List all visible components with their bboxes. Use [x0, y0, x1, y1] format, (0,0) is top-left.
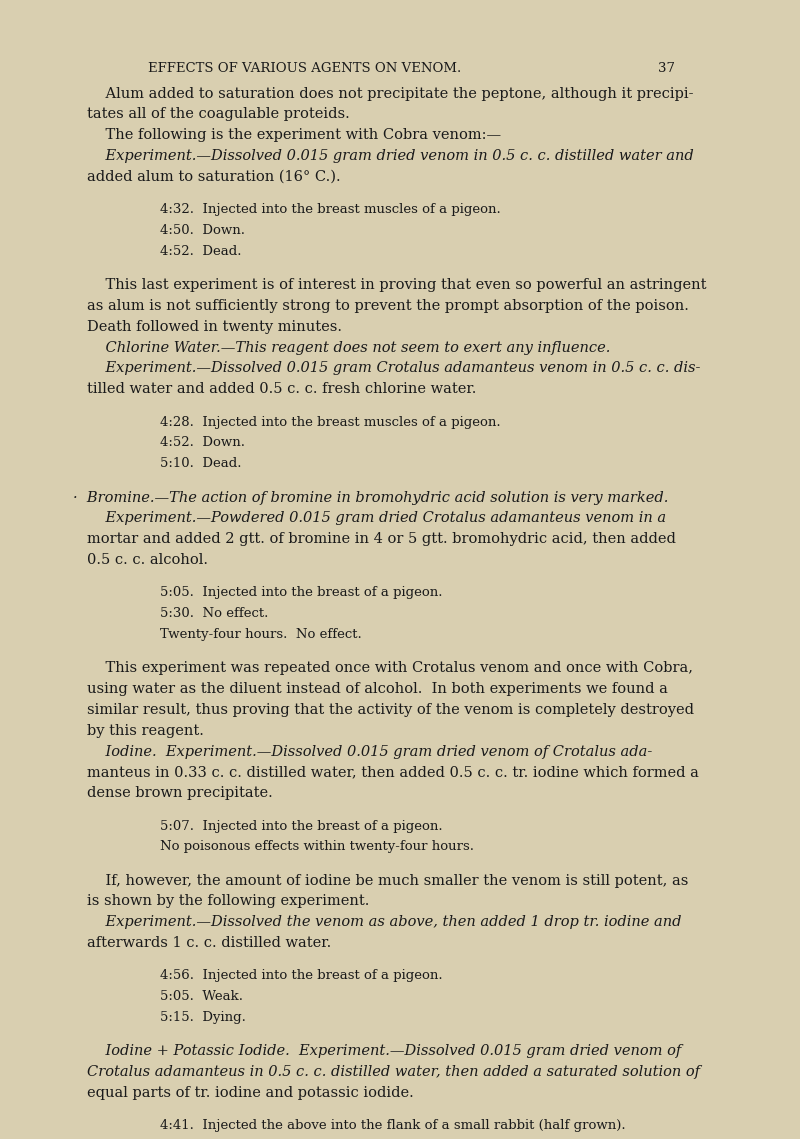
Text: is shown by the following experiment.: is shown by the following experiment. — [87, 894, 370, 909]
Text: similar result, thus proving that the activity of the venom is completely destro: similar result, thus proving that the ac… — [87, 703, 694, 716]
Text: equal parts of tr. iodine and potassic iodide.: equal parts of tr. iodine and potassic i… — [87, 1087, 414, 1100]
Text: 5:10.  Dead.: 5:10. Dead. — [160, 457, 242, 470]
Text: Experiment.—Dissolved 0.015 gram Crotalus adamanteus venom in 0.5 c. c. dis-: Experiment.—Dissolved 0.015 gram Crotalu… — [87, 361, 701, 376]
Text: tates all of the coagulable proteids.: tates all of the coagulable proteids. — [87, 107, 350, 122]
Text: Chlorine Water.—This reagent does not seem to exert any influence.: Chlorine Water.—This reagent does not se… — [87, 341, 610, 354]
Text: Iodine.  Experiment.—Dissolved 0.015 gram dried venom of Crotalus ada-: Iodine. Experiment.—Dissolved 0.015 gram… — [87, 745, 653, 759]
Text: Alum added to saturation does not precipitate the peptone, although it precipi-: Alum added to saturation does not precip… — [87, 87, 694, 100]
Text: 4:32.  Injected into the breast muscles of a pigeon.: 4:32. Injected into the breast muscles o… — [160, 203, 501, 216]
Text: as alum is not sufficiently strong to prevent the prompt absorption of the poiso: as alum is not sufficiently strong to pr… — [87, 298, 689, 313]
Text: 4:50.  Down.: 4:50. Down. — [160, 224, 245, 237]
Text: 0.5 c. c. alcohol.: 0.5 c. c. alcohol. — [87, 552, 208, 567]
Text: Experiment.—Dissolved 0.015 gram dried venom in 0.5 c. c. distilled water and: Experiment.—Dissolved 0.015 gram dried v… — [87, 149, 694, 163]
Text: If, however, the amount of iodine be much smaller the venom is still potent, as: If, however, the amount of iodine be muc… — [87, 874, 689, 887]
Text: tilled water and added 0.5 c. c. fresh chlorine water.: tilled water and added 0.5 c. c. fresh c… — [87, 383, 477, 396]
Text: 4:28.  Injected into the breast muscles of a pigeon.: 4:28. Injected into the breast muscles o… — [160, 416, 500, 428]
Text: mortar and added 2 gtt. of bromine in 4 or 5 gtt. bromohydric acid, then added: mortar and added 2 gtt. of bromine in 4 … — [87, 532, 676, 547]
Text: 5:15.  Dying.: 5:15. Dying. — [160, 1011, 246, 1024]
Text: by this reagent.: by this reagent. — [87, 723, 204, 738]
Text: using water as the diluent instead of alcohol.  In both experiments we found a: using water as the diluent instead of al… — [87, 682, 668, 696]
Text: Twenty-four hours.  No effect.: Twenty-four hours. No effect. — [160, 628, 362, 641]
Text: 4:41.  Injected the above into the flank of a small rabbit (half grown).: 4:41. Injected the above into the flank … — [160, 1120, 626, 1132]
Text: Experiment.—Dissolved the venom as above, then added 1 drop tr. iodine and: Experiment.—Dissolved the venom as above… — [87, 916, 682, 929]
Text: 5:05.  Injected into the breast of a pigeon.: 5:05. Injected into the breast of a pige… — [160, 587, 442, 599]
Text: 5:05.  Weak.: 5:05. Weak. — [160, 990, 242, 1003]
Text: 5:30.  No effect.: 5:30. No effect. — [160, 607, 268, 620]
Text: This last experiment is of interest in proving that even so powerful an astringe: This last experiment is of interest in p… — [87, 278, 706, 292]
Text: 4:56.  Injected into the breast of a pigeon.: 4:56. Injected into the breast of a pige… — [160, 969, 442, 983]
Text: Death followed in twenty minutes.: Death followed in twenty minutes. — [87, 320, 342, 334]
Text: Crotalus adamanteus in 0.5 c. c. distilled water, then added a saturated solutio: Crotalus adamanteus in 0.5 c. c. distill… — [87, 1065, 700, 1080]
Text: afterwards 1 c. c. distilled water.: afterwards 1 c. c. distilled water. — [87, 936, 331, 950]
Text: 37: 37 — [658, 62, 675, 74]
Text: This experiment was repeated once with Crotalus venom and once with Cobra,: This experiment was repeated once with C… — [87, 662, 693, 675]
Text: No poisonous effects within twenty-four hours.: No poisonous effects within twenty-four … — [160, 841, 474, 853]
Text: Iodine + Potassic Iodide.  Experiment.—Dissolved 0.015 gram dried venom of: Iodine + Potassic Iodide. Experiment.—Di… — [87, 1044, 682, 1058]
Text: added alum to saturation (16° C.).: added alum to saturation (16° C.). — [87, 170, 341, 183]
Text: The following is the experiment with Cobra venom:—: The following is the experiment with Cob… — [87, 129, 502, 142]
Text: manteus in 0.33 c. c. distilled water, then added 0.5 c. c. tr. iodine which for: manteus in 0.33 c. c. distilled water, t… — [87, 765, 699, 779]
Text: dense brown precipitate.: dense brown precipitate. — [87, 786, 273, 801]
Text: ·  Bromine.—The action of bromine in bromohydric acid solution is very marked.: · Bromine.—The action of bromine in brom… — [73, 491, 668, 505]
Text: 5:07.  Injected into the breast of a pigeon.: 5:07. Injected into the breast of a pige… — [160, 820, 442, 833]
Text: EFFECTS OF VARIOUS AGENTS ON VENOM.: EFFECTS OF VARIOUS AGENTS ON VENOM. — [148, 62, 462, 74]
Text: 4:52.  Down.: 4:52. Down. — [160, 436, 245, 450]
Text: 4:52.  Dead.: 4:52. Dead. — [160, 245, 242, 257]
Text: Experiment.—Powdered 0.015 gram dried Crotalus adamanteus venom in a: Experiment.—Powdered 0.015 gram dried Cr… — [87, 511, 666, 525]
